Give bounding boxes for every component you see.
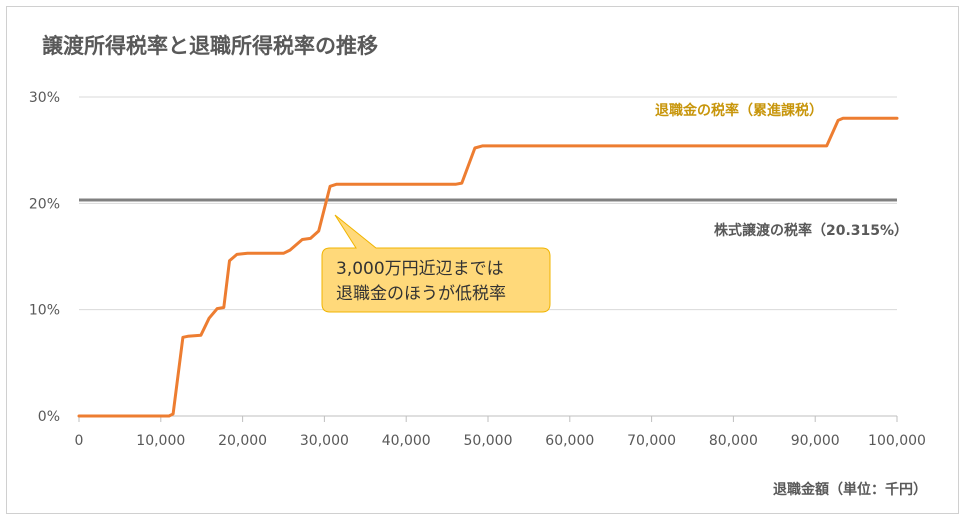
axis-layer: 0% 10% 20% 30% 0 10,000 20,000 30,000 40,000 50,0… (29, 90, 926, 449)
callout-line-1: 3,000万円近辺までは (336, 259, 504, 279)
callout: 3,000万円近辺までは 退職金のほうが低税率 (321, 214, 551, 313)
y-tick-label: 10% (29, 303, 60, 319)
x-tick-label: 10,000 (136, 433, 185, 449)
x-tick-label: 100,000 (868, 433, 926, 449)
retirement-rate-line (77, 116, 899, 418)
x-tick-label: 80,000 (709, 433, 758, 449)
y-tick-label: 20% (29, 196, 60, 212)
stock-series-label: 株式譲渡の税率（20.315%） (714, 222, 908, 239)
x-tick-label: 60,000 (545, 433, 594, 449)
retirement-series-label: 退職金の税率（累進課税） (655, 102, 823, 119)
chart-title: 譲渡所得税率と退職所得税率の推移 (42, 34, 378, 58)
callout-bubble (321, 214, 551, 313)
callout-line-2: 退職金のほうが低税率 (336, 284, 506, 304)
x-axis-label: 退職金額（単位：千円） (773, 481, 927, 498)
x-tick-label: 50,000 (464, 433, 513, 449)
x-tick-label: 20,000 (218, 433, 267, 449)
x-tick-label: 70,000 (627, 433, 676, 449)
x-tick-label: 0 (75, 433, 84, 449)
x-tick-label: 40,000 (382, 433, 431, 449)
y-tick-label: 0% (38, 409, 60, 425)
y-tick-label: 30% (29, 90, 60, 106)
series-layer (77, 116, 899, 418)
x-tick-label: 30,000 (300, 433, 349, 449)
x-tick-label: 90,000 (791, 433, 840, 449)
